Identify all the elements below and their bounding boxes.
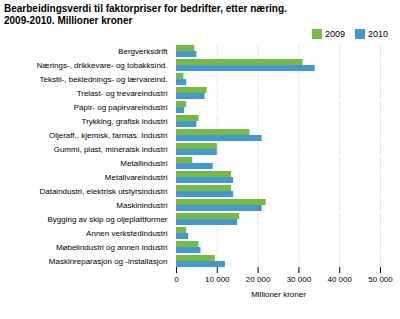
svg-text:10 000: 10 000 xyxy=(205,275,230,284)
html-text:2010: 2010 xyxy=(368,29,388,39)
svg-text:Bygging av skip og oljeplattfo: Bygging av skip og oljeplattformer xyxy=(47,215,167,224)
svg-text:Maskinindustri: Maskinindustri xyxy=(116,201,167,210)
svg-text:Papir- og papirvareindustri: Papir- og papirvareindustri xyxy=(74,103,168,112)
svg-text:Trelast- og trevareindustri: Trelast- og trevareindustri xyxy=(77,89,168,98)
svg-text:Møbelindustri og annen industr: Møbelindustri og annen industri xyxy=(56,243,168,252)
svg-text:Tekstil-, beklednings- og lærv: Tekstil-, beklednings- og lærvareind. xyxy=(39,75,167,84)
svg-text:Nærings-, drikkevare- og tobak: Nærings-, drikkevare- og tobakksind. xyxy=(37,61,168,70)
svg-text:Trykking, grafisk industri: Trykking, grafisk industri xyxy=(82,117,168,126)
svg-text:30 000: 30 000 xyxy=(287,275,312,284)
svg-text:Oljeraff., kjemisk, farmas. In: Oljeraff., kjemisk, farmas. Industri xyxy=(49,131,168,140)
svg-text:Millioner kroner: Millioner kroner xyxy=(251,290,306,299)
svg-text:Annen verkstedindustri: Annen verkstedindustri xyxy=(86,229,168,238)
svg-text:Metallvareindustri: Metallvareindustri xyxy=(105,173,168,182)
svg-text:Gummi, plast, mineralsk indust: Gummi, plast, mineralsk industri xyxy=(54,145,168,154)
svg-text:Maskinreparasjon og -installas: Maskinreparasjon og -installasjon xyxy=(49,257,168,266)
svg-text:Bergverksdrift: Bergverksdrift xyxy=(118,47,168,56)
svg-text:Dataindustri, elektrisk utstyr: Dataindustri, elektrisk utstyrsindustri xyxy=(39,187,167,196)
svg-text:40 000: 40 000 xyxy=(327,275,352,284)
html-text:2009-2010. Millioner kroner: 2009-2010. Millioner kroner xyxy=(4,15,133,26)
html-text:Bearbeidingsverdi til faktorpr: Bearbeidingsverdi til faktorpriser for b… xyxy=(4,3,287,14)
svg-text:0: 0 xyxy=(174,275,179,284)
svg-text:Metallindustri: Metallindustri xyxy=(120,159,167,168)
html-text:2009: 2009 xyxy=(324,29,345,39)
svg-text:20 000: 20 000 xyxy=(246,275,271,284)
svg-text:50 000: 50 000 xyxy=(368,275,393,284)
